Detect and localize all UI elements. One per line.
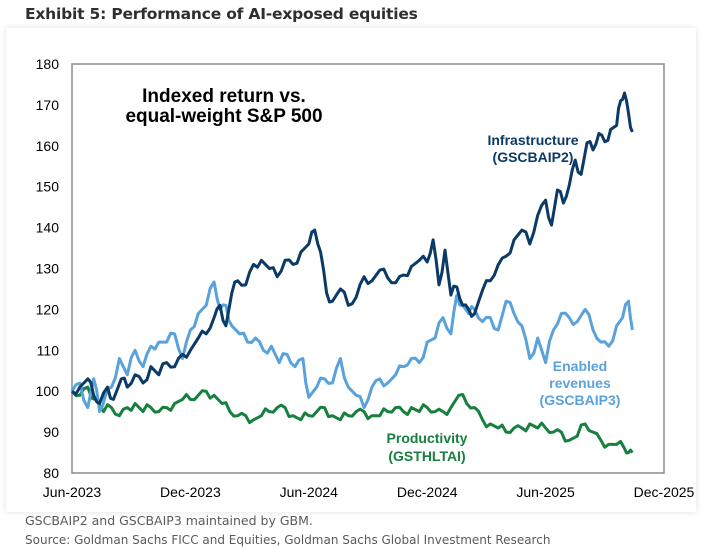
label-productivity-line-1: Productivity: [387, 430, 468, 446]
x-tick-label: Jun-2025: [516, 484, 575, 500]
y-tick-label: 120: [36, 301, 60, 317]
y-tick-label: 100: [36, 383, 60, 399]
y-tick-label: 180: [36, 56, 60, 72]
chart-title-line-2: equal-weight S&P 500: [125, 106, 322, 127]
y-tick-label: 80: [43, 465, 59, 481]
y-tick-label: 160: [36, 138, 60, 154]
label-enabled-line-2: revenues: [549, 375, 611, 391]
x-tick-label: Dec-2023: [160, 484, 221, 500]
y-tick-label: 130: [36, 261, 60, 277]
label-productivity-line-2: (GSTHLTAI): [388, 448, 465, 464]
y-tick-label: 140: [36, 220, 60, 236]
y-tick-label: 90: [43, 424, 59, 440]
y-axis-ticks: 80 90 100 110 120 130 140 150 160 170 180: [36, 56, 60, 481]
chart-card: [6, 28, 696, 512]
series-line-enabled-revenues: [70, 280, 634, 414]
label-enabled-line-3: (GSCBAIP3): [540, 392, 621, 408]
x-tick-label: Jun-2023: [43, 484, 102, 500]
y-tick-label: 170: [36, 97, 60, 113]
y-tick-label: 110: [37, 342, 60, 358]
x-tick-label: Dec-2025: [634, 484, 695, 500]
x-tick-label: Dec-2024: [397, 484, 458, 500]
chart-title-line-1: Indexed return vs.: [142, 86, 306, 107]
series-line-productivity: [70, 385, 634, 455]
footnote-source: Source: Goldman Sachs FICC and Equities,…: [25, 533, 551, 547]
label-infrastructure-line-1: Infrastructure: [487, 132, 578, 148]
footnote-maintained-by: GSCBAIP2 and GSCBAIP3 maintained by GBM.: [25, 513, 313, 528]
x-axis-ticks: Jun-2023 Dec-2023 Jun-2024 Dec-2024 Jun-2025…: [43, 484, 695, 500]
y-tick-label: 150: [36, 179, 60, 195]
label-infrastructure-line-2: (GSCBAIP2): [493, 149, 574, 165]
series-line-infrastructure: [71, 91, 634, 405]
series-lines: [70, 91, 634, 455]
x-tick-label: Jun-2024: [280, 484, 339, 500]
plot-frame: [71, 63, 665, 474]
exhibit-title: Exhibit 5: Performance of AI-exposed equ…: [25, 5, 418, 23]
label-enabled-line-1: Enabled: [553, 358, 607, 374]
